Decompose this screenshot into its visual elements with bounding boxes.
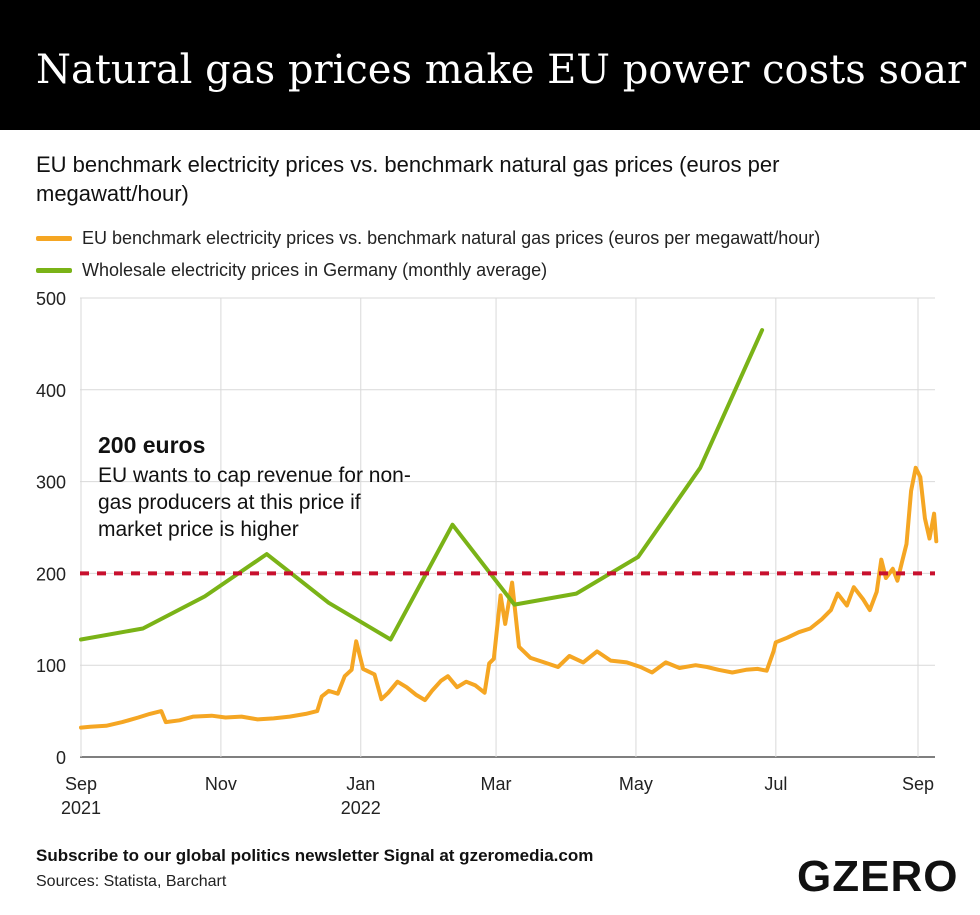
chart-subtitle: EU benchmark electricity prices vs. benc… bbox=[36, 152, 780, 206]
x-tick-label: Sep bbox=[902, 774, 934, 794]
legend-swatch-green bbox=[36, 267, 72, 273]
y-tick-label: 200 bbox=[36, 564, 66, 584]
x-tick-label: May bbox=[619, 774, 653, 794]
legend-label: Wholesale electricity prices in Germany … bbox=[82, 259, 548, 280]
x-tick-label: Sep bbox=[65, 774, 97, 794]
annotation-body: EU wants to cap revenue for non-gas prod… bbox=[98, 464, 411, 541]
footer-subscribe-text: Subscribe to our global politics newslet… bbox=[36, 846, 594, 865]
y-tick-label: 500 bbox=[36, 289, 66, 309]
legend-swatch-orange bbox=[36, 235, 72, 241]
x-tick-label: Jan bbox=[346, 774, 375, 794]
x-tick-sublabel: 2022 bbox=[341, 798, 381, 818]
legend-item-eu-benchmark: EU benchmark electricity prices vs. benc… bbox=[36, 222, 966, 254]
page-title: Natural gas prices make EU power costs s… bbox=[36, 47, 967, 93]
x-tick-label: Mar bbox=[481, 774, 512, 794]
y-tick-label: 100 bbox=[36, 656, 66, 676]
y-tick-label: 400 bbox=[36, 381, 66, 401]
series-line-germany bbox=[79, 328, 765, 642]
annotation-title: 200 euros bbox=[98, 432, 206, 458]
gzero-logo: GZERO bbox=[797, 852, 959, 901]
x-tick-label: Nov bbox=[205, 774, 237, 794]
series-line-eu-benchmark bbox=[79, 465, 939, 730]
header-banner: Natural gas prices make EU power costs s… bbox=[0, 0, 980, 130]
footer-sources: Sources: Statista, Barchart bbox=[36, 873, 227, 890]
legend-item-germany: Wholesale electricity prices in Germany … bbox=[36, 254, 966, 286]
line-chart: 0 100 200 300 400 500 Sep 2021 Nov Jan 2022 Mar May J… bbox=[36, 289, 939, 818]
y-tick-label: 300 bbox=[36, 473, 66, 493]
legend-label: EU benchmark electricity prices vs. benc… bbox=[82, 227, 821, 248]
y-tick-label: 0 bbox=[56, 748, 66, 768]
x-tick-sublabel: 2021 bbox=[61, 798, 101, 818]
chart-legend: EU benchmark electricity prices vs. benc… bbox=[36, 222, 966, 286]
x-tick-label: Jul bbox=[764, 774, 787, 794]
